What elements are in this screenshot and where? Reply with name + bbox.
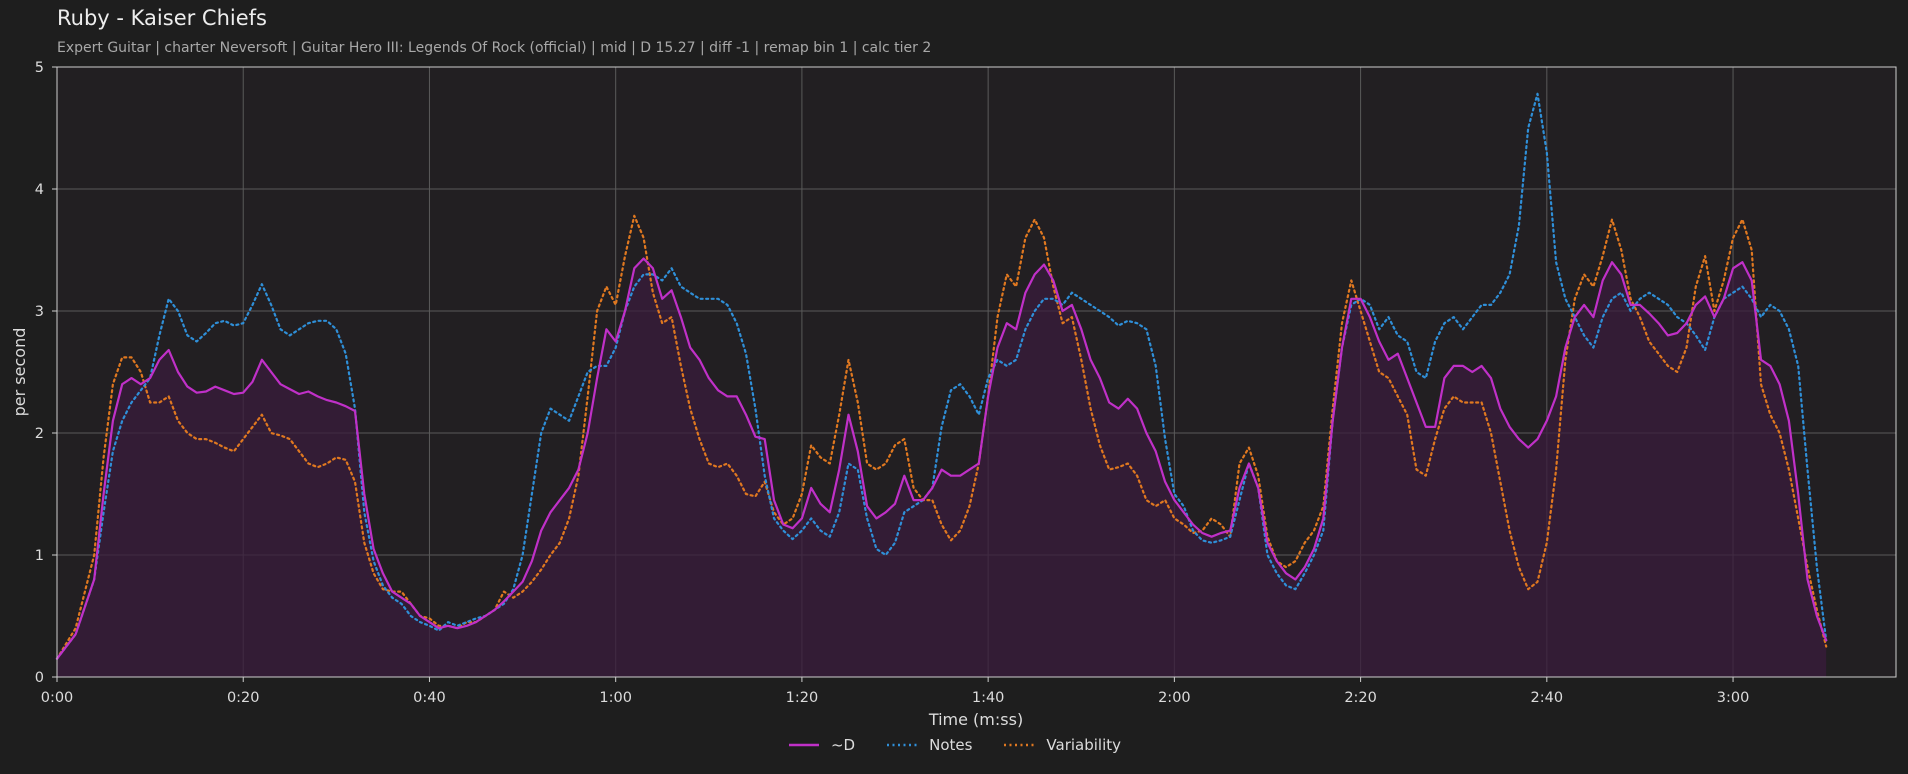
series-line-notes xyxy=(55,92,1828,660)
x-tick-label: 1:00 xyxy=(599,690,632,706)
y-tick-label: 4 xyxy=(35,182,44,198)
legend-label: ~D xyxy=(830,736,856,754)
legend-item: ~D xyxy=(787,736,855,754)
series-layer xyxy=(55,92,1828,677)
chart-subtitle: Expert Guitar | charter Neversoft | Guit… xyxy=(57,40,932,56)
series-area-fill xyxy=(57,258,1827,677)
y-tick-label: 3 xyxy=(35,304,44,320)
series-line-d xyxy=(55,257,1828,660)
legend-label: Notes xyxy=(929,736,973,754)
legend-item: Notes xyxy=(885,736,972,754)
chart-title: Ruby - Kaiser Chiefs xyxy=(57,6,267,30)
x-tick-label: 0:40 xyxy=(413,690,446,706)
y-tick-label: 2 xyxy=(35,426,44,442)
legend-label: Variability xyxy=(1046,736,1122,754)
series-line-variability xyxy=(55,214,1828,660)
x-tick-label: 1:20 xyxy=(786,690,819,706)
x-axis-label: Time (m:ss) xyxy=(928,710,1023,729)
x-tick-label: 2:40 xyxy=(1531,690,1564,706)
x-tick-label: 0:00 xyxy=(41,690,74,706)
legend-swatch xyxy=(788,743,819,747)
x-tick-label: 2:00 xyxy=(1158,690,1191,706)
legend: ~D Notes Variability xyxy=(0,736,1908,754)
legend-swatch xyxy=(887,743,918,747)
y-tick-label: 5 xyxy=(35,60,44,76)
y-tick-label: 0 xyxy=(35,670,44,686)
tick-labels: 0:00 0:20 0:40 1:00 1:20 1:40 2:00 2:20 2:40 3:00… xyxy=(35,60,1750,706)
x-tick-label: 1:40 xyxy=(972,690,1005,706)
x-tick-label: 3:00 xyxy=(1717,690,1750,706)
y-tick-label: 1 xyxy=(35,548,44,564)
x-tick-label: 2:20 xyxy=(1344,690,1377,706)
plot-frame xyxy=(56,66,1897,678)
x-tick-label: 0:20 xyxy=(227,690,260,706)
legend-swatch xyxy=(1004,743,1035,747)
legend-item: Variability xyxy=(1002,736,1121,754)
y-axis-label: per second xyxy=(10,328,29,417)
